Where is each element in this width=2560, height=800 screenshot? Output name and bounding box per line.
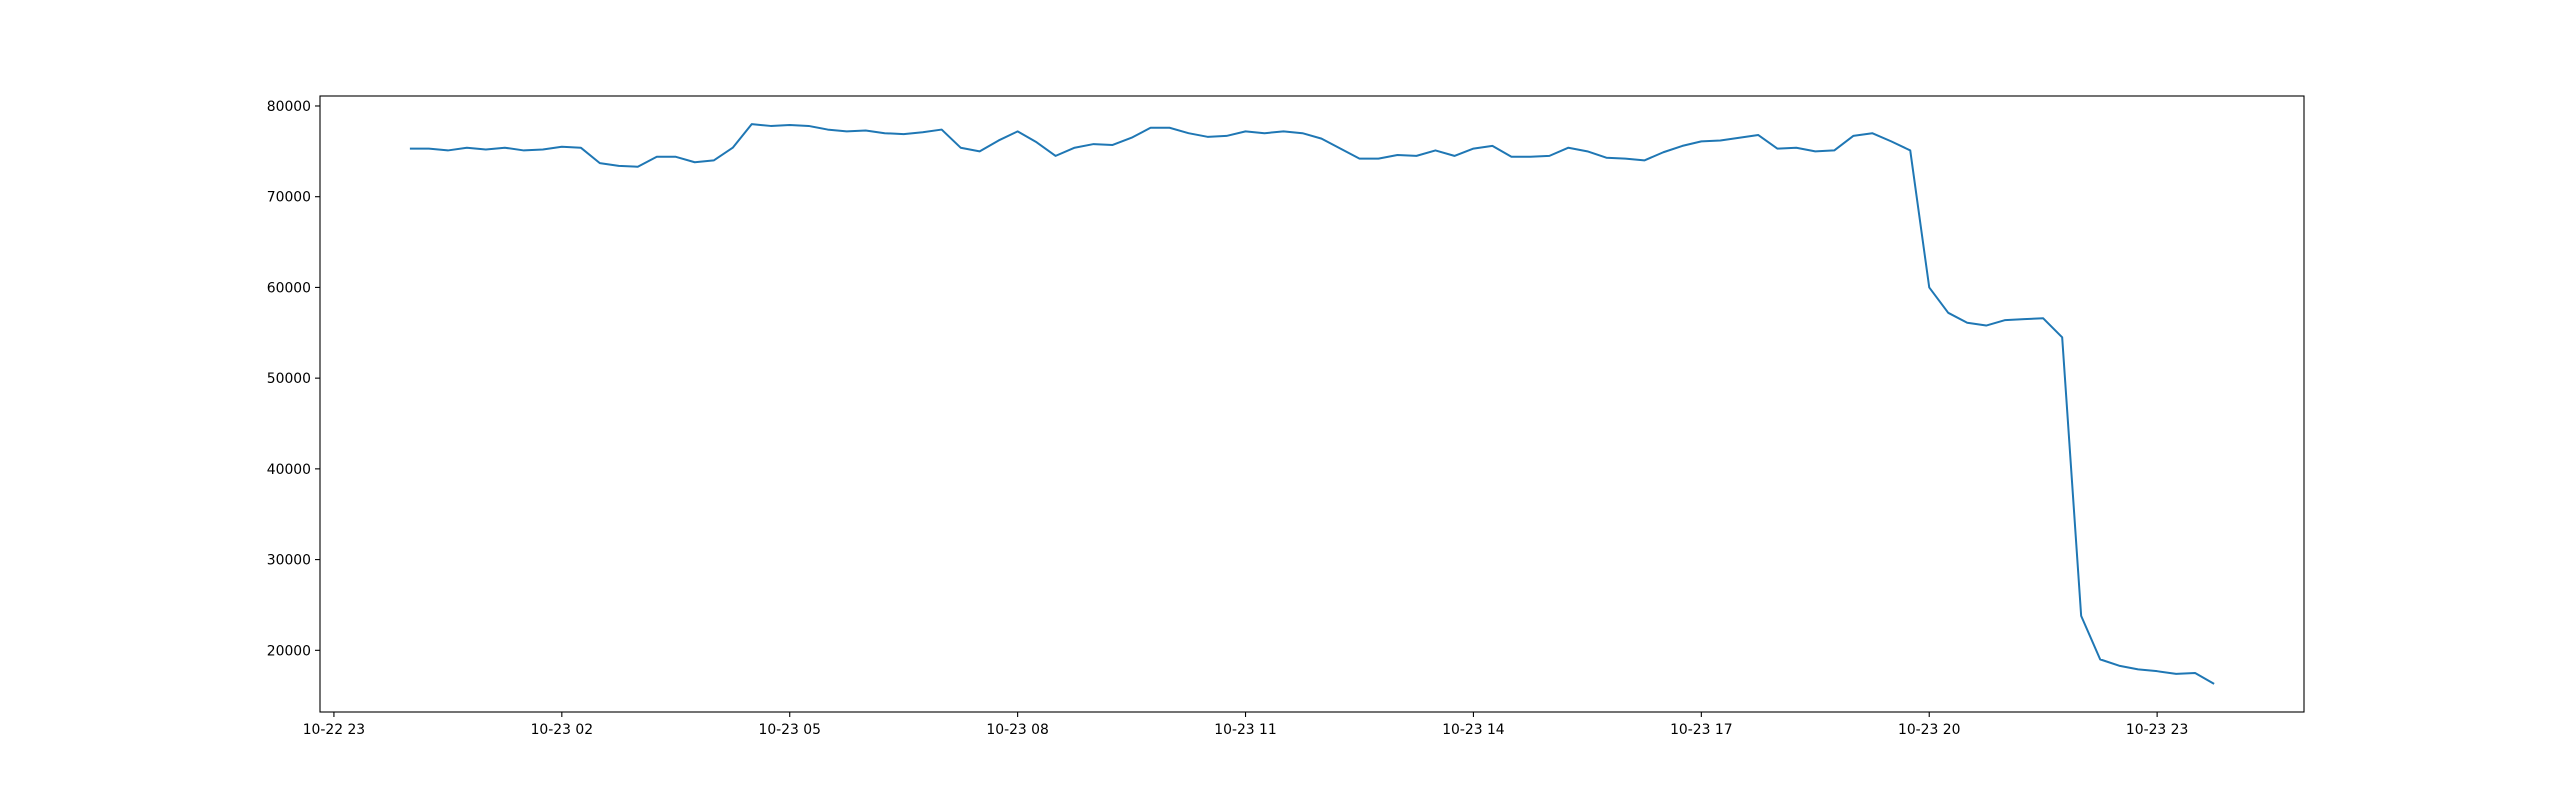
y-tick-label: 50000: [267, 371, 311, 387]
x-tick-label: 10-23 17: [1670, 722, 1732, 738]
plot-frame: [319, 95, 2305, 713]
y-tick-label: 60000: [267, 280, 311, 296]
line-series: [409, 123, 2215, 685]
y-tick-label: 20000: [267, 643, 311, 659]
x-tick-label: 10-23 02: [531, 722, 593, 738]
x-tick-label: 10-23 11: [1214, 722, 1276, 738]
x-tick-label: 10-23 23: [2126, 722, 2188, 738]
y-tick-label: 30000: [267, 553, 311, 569]
y-tick-label: 40000: [267, 462, 311, 478]
x-tick-label: 10-23 05: [758, 722, 820, 738]
x-tick-label: 10-23 08: [986, 722, 1048, 738]
x-tick-label: 10-23 14: [1442, 722, 1505, 738]
y-tick-label: 80000: [267, 99, 311, 115]
x-tick-label: 10-23 20: [1898, 722, 1960, 738]
x-tick-label: 10-22 23: [303, 722, 365, 738]
y-tick-label: 70000: [267, 190, 311, 206]
